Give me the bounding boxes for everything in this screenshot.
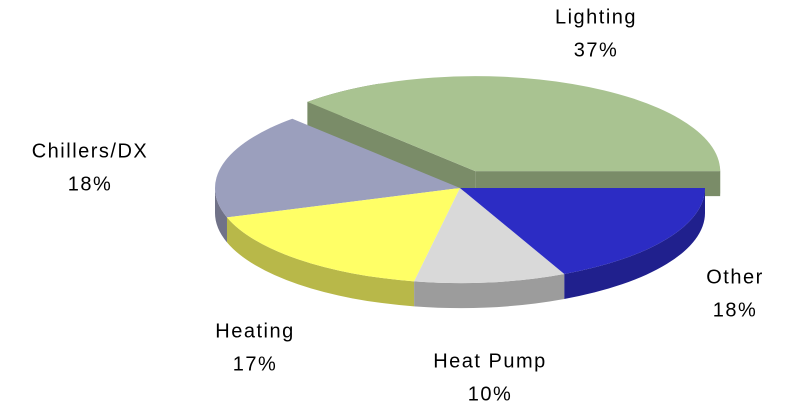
slice-side <box>215 188 227 243</box>
slice-value-label: 10% <box>468 383 513 405</box>
slice-side <box>564 188 705 299</box>
slice-side <box>307 101 476 197</box>
slice-side <box>414 273 565 308</box>
slice-value-label: 18% <box>713 299 758 321</box>
slice-label: Chillers/DX <box>32 140 149 162</box>
slice-label: Heating <box>215 320 294 342</box>
slice <box>414 188 565 283</box>
slice-label: Lighting <box>555 6 637 28</box>
slice <box>214 118 460 218</box>
slice-side <box>226 217 415 307</box>
slice-label: Other <box>706 266 764 288</box>
slice-label: Heat Pump <box>433 350 547 372</box>
slice-value-label: 17% <box>233 353 278 375</box>
slice-value-label: 37% <box>574 39 619 61</box>
slice <box>226 188 460 282</box>
slice <box>460 188 705 274</box>
slice <box>307 76 721 172</box>
slice-value-label: 18% <box>68 173 113 195</box>
